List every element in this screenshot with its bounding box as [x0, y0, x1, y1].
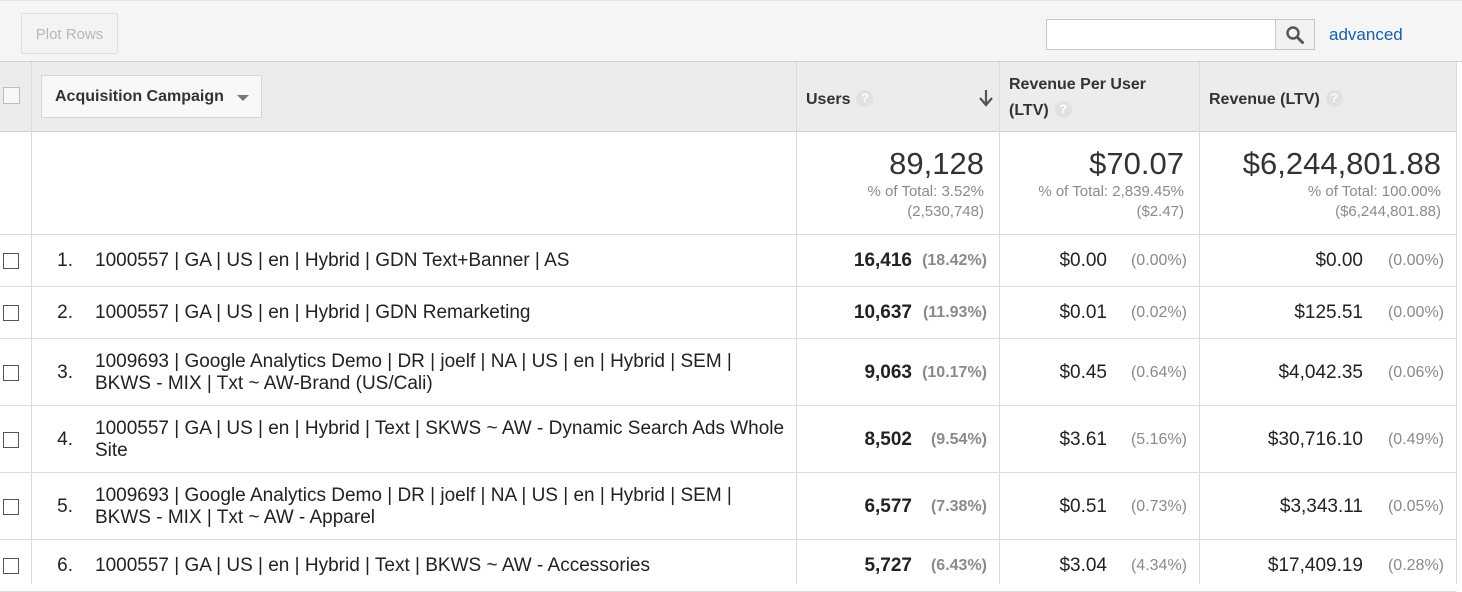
rpu-header-line2: (LTV): [1009, 102, 1049, 119]
revenue-per-user-value: $0.01: [1059, 302, 1107, 323]
revenue-value: $0.00: [1315, 250, 1363, 271]
column-divider: [1456, 62, 1457, 584]
column-divider: [999, 62, 1000, 584]
table-row: 4. 1000557 | GA | US | en | Hybrid | Text…: [0, 406, 1457, 473]
revenue-per-user-percent: (5.16%): [1130, 430, 1187, 448]
revenue-percent: (0.00%): [1387, 304, 1444, 321]
revenue-value: $3,343.11: [1279, 495, 1363, 517]
campaign-name-link[interactable]: 1000557 | GA | US | en | Hybrid | GDN Te…: [95, 250, 570, 271]
revenue-per-user-value: $3.04: [1059, 555, 1107, 576]
select-all-checkbox[interactable]: [3, 87, 20, 104]
rpu-total: $70.07 % of Total: 2,839.45% ($2.47): [1038, 146, 1184, 222]
totals-row: 89,128 % of Total: 3.52% (2,530,748) $70…: [0, 132, 1457, 235]
users-percent: (18.42%): [922, 252, 987, 269]
row-index: 4.: [57, 428, 73, 450]
campaign-name-link[interactable]: 1000557 | GA | US | en | Hybrid | GDN Re…: [95, 302, 531, 323]
revenue-per-user-value: $0.45: [1059, 361, 1107, 383]
revenue-per-user-value: $0.00: [1059, 250, 1107, 271]
users-value: 6,577: [864, 495, 912, 517]
users-percent: (6.43%): [930, 557, 987, 574]
revenue-value: $17,409.19: [1267, 555, 1363, 576]
primary-dimension-select[interactable]: Acquisition Campaign: [41, 75, 262, 118]
revenue-total-base: ($6,244,801.88): [1335, 203, 1441, 220]
column-divider: [31, 62, 32, 584]
revenue-value: $125.51: [1294, 302, 1363, 323]
campaign-name-link[interactable]: 1009693 | Google Analytics Demo | DR | j…: [95, 350, 732, 394]
users-total-value: 89,128: [889, 146, 984, 181]
revenue-percent: (0.06%): [1387, 363, 1444, 381]
advanced-filter-link[interactable]: advanced: [1329, 25, 1403, 44]
table-search-input[interactable]: [1046, 19, 1276, 50]
table-row: 2. 1000557 | GA | US | en | Hybrid | GDN …: [0, 287, 1457, 339]
users-value: 16,416: [853, 250, 912, 271]
table-row: 6. 1000557 | GA | US | en | Hybrid | Text…: [0, 540, 1457, 592]
table-row: 1. 1000557 | GA | US | en | Hybrid | GDN …: [0, 235, 1457, 287]
plot-rows-button[interactable]: Plot Rows: [21, 13, 118, 54]
revenue-per-user-percent: (0.73%): [1130, 497, 1187, 515]
revenue-value: $30,716.10: [1267, 428, 1363, 450]
revenue-percent: (0.28%): [1387, 557, 1444, 574]
help-icon[interactable]: ?: [1325, 90, 1343, 108]
help-icon[interactable]: ?: [856, 90, 874, 108]
revenue-total-value: $6,244,801.88: [1242, 146, 1441, 181]
row-checkbox[interactable]: [3, 364, 19, 381]
row-checkbox[interactable]: [3, 498, 19, 515]
row-index: 1.: [57, 250, 73, 271]
revenue-per-user-value: $0.51: [1059, 495, 1107, 517]
users-percent: (9.54%): [930, 430, 987, 448]
report-toolbar: Plot Rows advanced: [0, 0, 1462, 62]
users-total-base: (2,530,748): [907, 203, 984, 220]
campaign-name-link[interactable]: 1000557 | GA | US | en | Hybrid | Text |…: [95, 555, 650, 576]
users-value: 9,063: [864, 361, 912, 383]
table-row: 5. 1009693 | Google Analytics Demo | DR |…: [0, 473, 1457, 540]
table-row: 3. 1009693 | Google Analytics Demo | DR |…: [0, 339, 1457, 406]
rpu-total-base: ($2.47): [1136, 203, 1184, 220]
rpu-header-line1: Revenue Per User: [1009, 76, 1146, 93]
revenue-per-user-percent: (0.00%): [1130, 252, 1187, 269]
chevron-down-icon: [237, 95, 249, 101]
users-total: 89,128 % of Total: 3.52% (2,530,748): [868, 146, 984, 222]
row-checkbox[interactable]: [3, 253, 19, 269]
search-icon: [1286, 25, 1304, 44]
users-percent: (11.93%): [922, 304, 987, 321]
users-value: 10,637: [853, 302, 912, 323]
revenue-per-user-value: $3.61: [1059, 428, 1107, 450]
row-index: 2.: [57, 302, 73, 323]
users-total-pct: % of Total: 3.52%: [867, 183, 984, 200]
revenue-per-user-percent: (4.34%): [1130, 557, 1187, 574]
campaign-name-link[interactable]: 1000557 | GA | US | en | Hybrid | Text |…: [95, 417, 785, 461]
primary-dimension-label: Acquisition Campaign: [55, 88, 224, 105]
row-index: 5.: [57, 495, 73, 517]
sort-descending-arrow-icon[interactable]: [977, 88, 995, 108]
column-divider: [796, 62, 797, 584]
revenue-per-user-percent: (0.64%): [1130, 363, 1187, 381]
row-checkbox[interactable]: [3, 305, 19, 321]
rpu-total-pct: % of Total: 2,839.45%: [1038, 183, 1184, 200]
column-header-users[interactable]: Users?: [806, 87, 874, 113]
revenue-percent: (0.00%): [1387, 252, 1444, 269]
revenue-percent: (0.05%): [1387, 497, 1444, 515]
column-header-revenue[interactable]: Revenue (LTV)?: [1209, 87, 1343, 113]
column-divider: [1199, 62, 1200, 584]
search-button[interactable]: [1275, 19, 1315, 50]
revenue-total-pct: % of Total: 100.00%: [1307, 183, 1441, 200]
row-index: 6.: [57, 555, 73, 576]
rpu-total-value: $70.07: [1089, 146, 1184, 181]
revenue-header-label: Revenue (LTV): [1209, 91, 1320, 108]
users-percent: (10.17%): [922, 363, 987, 381]
revenue-total: $6,244,801.88 % of Total: 100.00% ($6,24…: [1243, 146, 1441, 222]
revenue-per-user-percent: (0.02%): [1130, 304, 1187, 321]
campaign-name-link[interactable]: 1009693 | Google Analytics Demo | DR | j…: [95, 484, 732, 528]
revenue-value: $4,042.35: [1278, 361, 1363, 383]
column-header-revenue-per-user[interactable]: Revenue Per User (LTV)?: [1009, 72, 1146, 124]
users-header-label: Users: [806, 91, 851, 108]
row-index: 3.: [57, 361, 73, 383]
help-icon[interactable]: ?: [1054, 101, 1072, 119]
row-checkbox[interactable]: [3, 558, 19, 574]
users-percent: (7.38%): [930, 497, 987, 515]
users-value: 5,727: [864, 555, 912, 576]
revenue-percent: (0.49%): [1387, 430, 1444, 448]
row-checkbox[interactable]: [3, 431, 19, 448]
users-value: 8,502: [864, 428, 912, 450]
